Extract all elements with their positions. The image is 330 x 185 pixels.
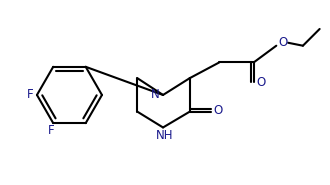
Text: O: O: [214, 104, 223, 117]
Text: F: F: [48, 125, 54, 137]
Text: N: N: [151, 88, 159, 101]
Text: O: O: [279, 36, 288, 49]
Text: F: F: [27, 88, 33, 101]
Text: O: O: [256, 76, 265, 89]
Text: NH: NH: [156, 129, 174, 142]
